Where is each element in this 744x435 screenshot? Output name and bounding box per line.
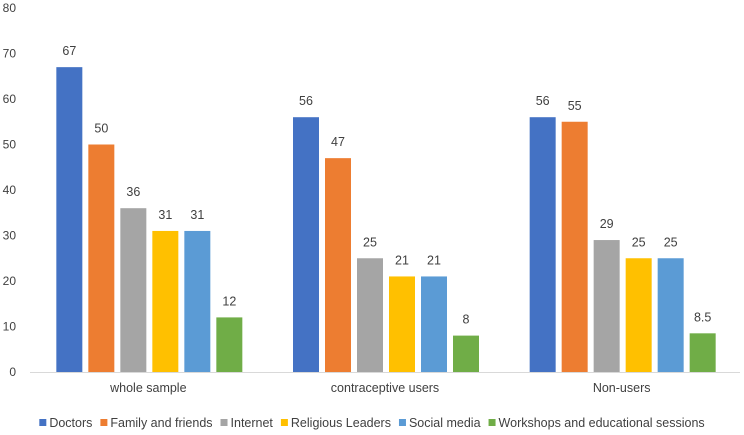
legend-label: Doctors (49, 416, 92, 430)
bar (120, 208, 147, 372)
legend-label: Internet (231, 416, 274, 430)
y-tick-label: 80 (3, 1, 17, 15)
legend-label: Social media (409, 416, 481, 430)
legend-item: Family and friends (100, 416, 213, 430)
data-label: 56 (299, 94, 313, 108)
data-label: 8.5 (694, 310, 711, 324)
bar (152, 230, 179, 372)
legend-item: Doctors (39, 416, 92, 430)
data-label: 31 (158, 208, 172, 222)
x-axis: whole sample contraceptive users Non-users (30, 372, 740, 395)
y-tick-label: 40 (3, 183, 17, 197)
bar (184, 230, 211, 372)
bar (357, 258, 383, 372)
legend-swatch (100, 419, 108, 426)
category-label: Non-users (593, 381, 651, 395)
legend-label: Workshops and educational sessions (499, 416, 705, 430)
y-tick-label: 60 (3, 92, 17, 106)
bar (561, 121, 588, 372)
data-label: 25 (664, 235, 678, 249)
legend-label: Family and friends (110, 416, 212, 430)
bar (389, 276, 415, 372)
legend-label: Religious Leaders (291, 416, 391, 430)
data-label: 55 (568, 99, 582, 113)
legend-swatch (488, 419, 496, 426)
data-label: 29 (600, 217, 614, 231)
bar (593, 240, 620, 372)
data-label: 25 (363, 235, 377, 249)
legend-item: Workshops and educational sessions (488, 416, 705, 430)
bar (216, 317, 243, 372)
bar (529, 117, 556, 372)
legend-swatch (280, 419, 288, 426)
legend-swatch (39, 419, 47, 426)
bar (657, 258, 684, 372)
category-label: contraceptive users (331, 381, 439, 395)
legend-item: Internet (220, 416, 274, 430)
data-label: 12 (222, 294, 236, 308)
legend-item: Religious Leaders (280, 416, 391, 430)
data-label: 25 (632, 235, 646, 249)
y-tick-label: 10 (3, 320, 17, 334)
bar (453, 335, 479, 372)
bar (325, 158, 351, 372)
y-axis: 0 10 20 30 40 50 60 70 80 (3, 1, 17, 379)
data-label: 8 (463, 313, 470, 327)
y-tick-label: 30 (3, 229, 17, 243)
y-tick-label: 70 (3, 47, 17, 61)
legend: Doctors Family and friends Internet Religio… (39, 416, 705, 430)
data-label: 67 (62, 44, 76, 58)
legend-swatch (398, 419, 406, 426)
data-label: 21 (427, 253, 441, 267)
bar (625, 258, 652, 372)
bar (293, 117, 319, 372)
legend-item: Social media (398, 416, 481, 430)
data-label: 50 (94, 122, 108, 136)
bar (421, 276, 447, 372)
plot-area: 67 50 36 31 31 12 56 47 25 21 21 8 56 55 29 25 25 8.5 (56, 44, 716, 373)
y-tick-label: 0 (9, 365, 16, 379)
bar (689, 333, 716, 372)
category-label: whole sample (109, 381, 186, 395)
legend-swatch (220, 419, 228, 426)
y-tick-label: 20 (3, 274, 17, 288)
data-label: 36 (126, 185, 140, 199)
data-label: 21 (395, 253, 409, 267)
data-label: 47 (331, 135, 345, 149)
y-tick-label: 50 (3, 138, 17, 152)
bar (56, 67, 83, 373)
data-label: 56 (536, 94, 550, 108)
data-label: 31 (190, 208, 204, 222)
bar (88, 144, 115, 372)
